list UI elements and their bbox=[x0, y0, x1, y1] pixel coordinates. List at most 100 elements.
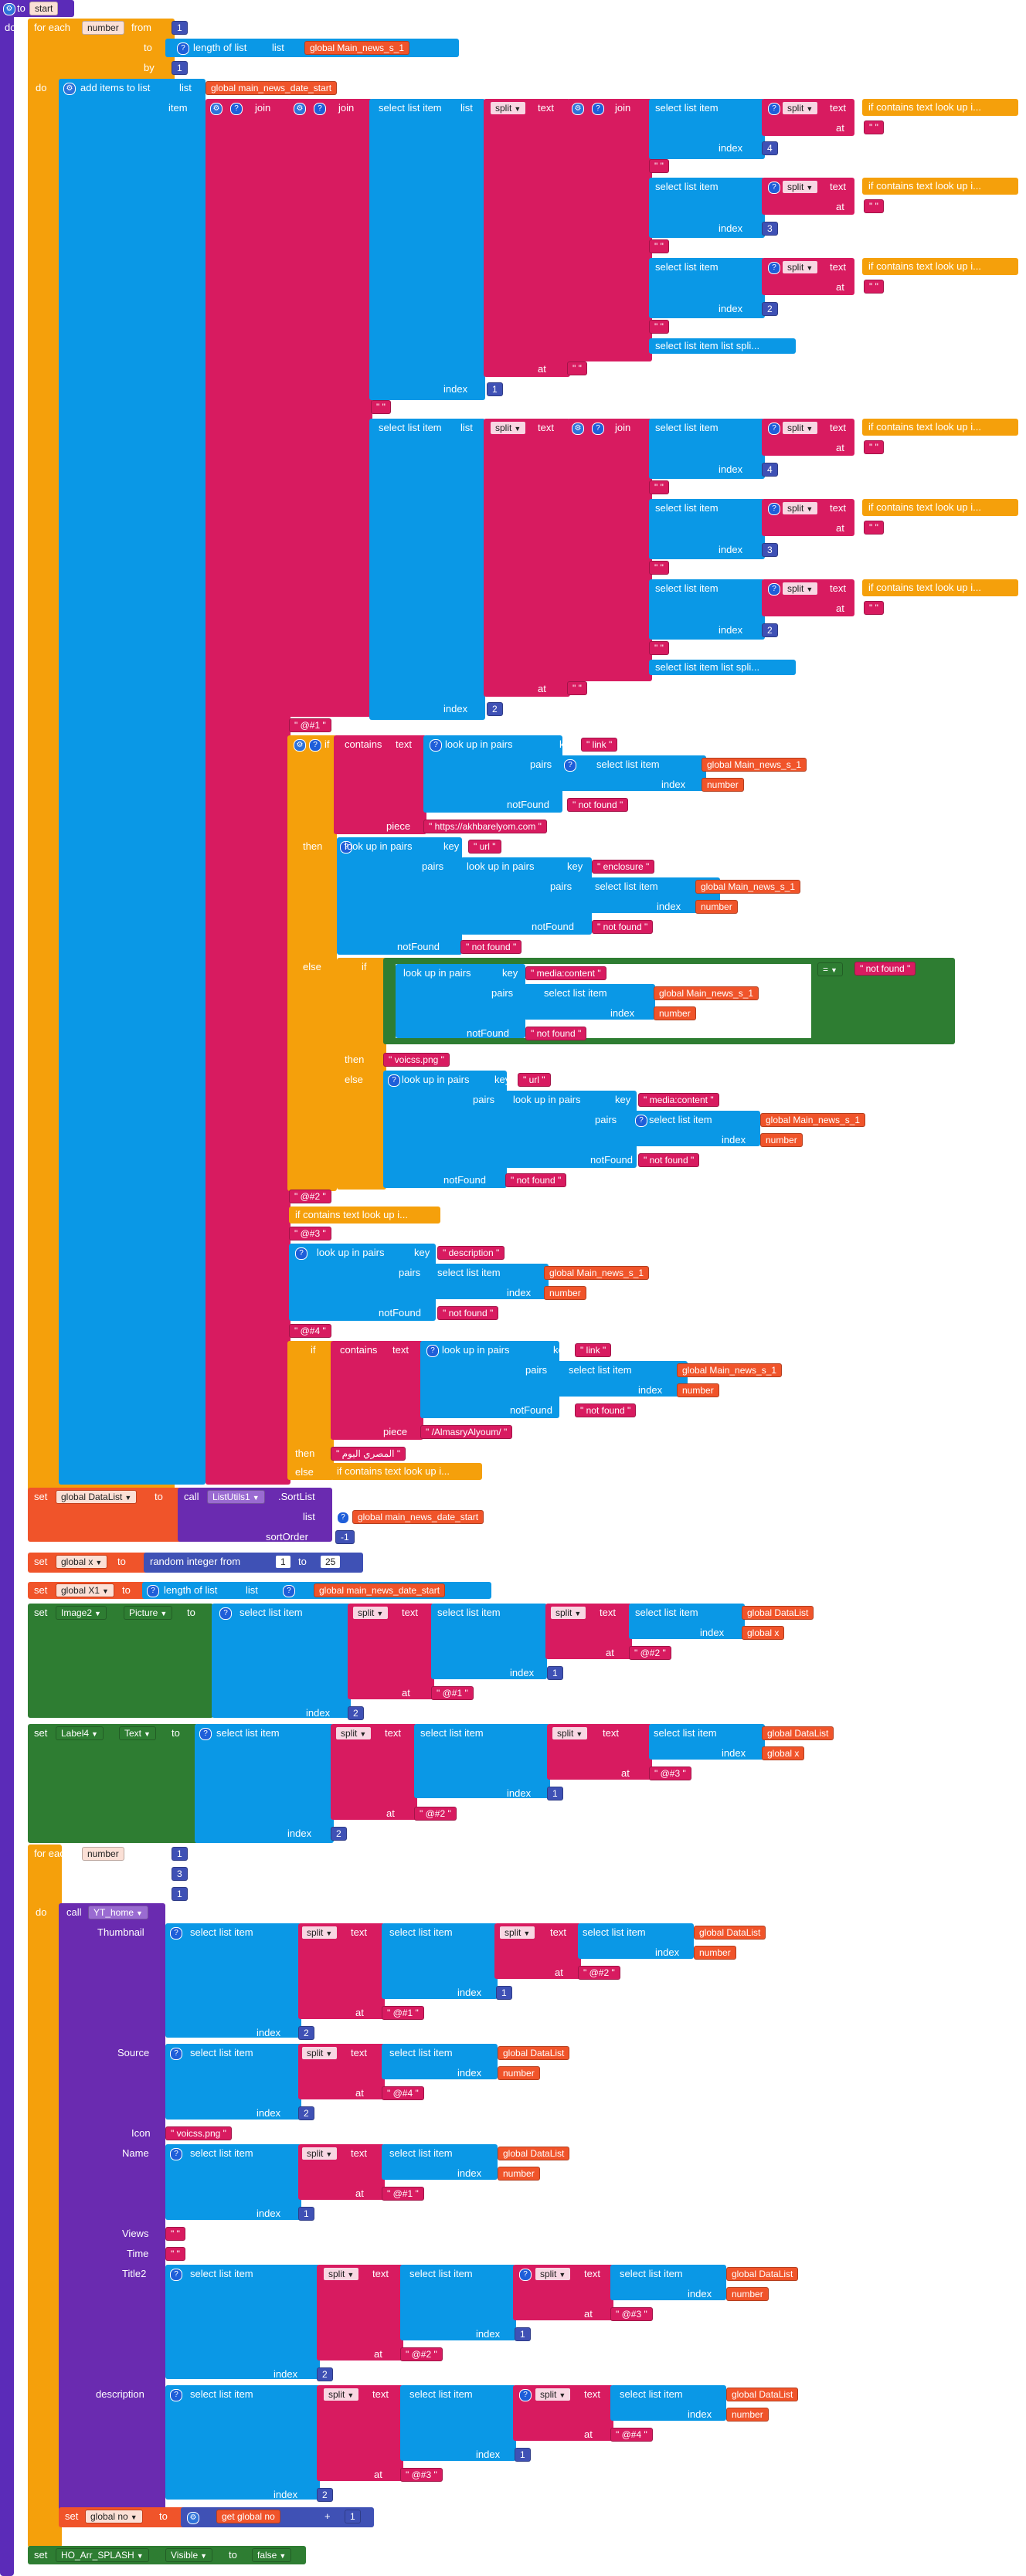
join-split-2-gear-icon[interactable]: ⚙ bbox=[572, 423, 584, 435]
join-string-2c[interactable]: " " bbox=[649, 641, 669, 655]
split-dropdown[interactable]: split ▼ bbox=[490, 101, 527, 115]
select-almasry-block[interactable] bbox=[556, 1361, 688, 1397]
thumbnail-split-dropdown[interactable]: split ▼ bbox=[301, 1926, 338, 1940]
description-split-inner-dropdown[interactable]: split ▼ bbox=[535, 2388, 572, 2401]
lookup-url2-block[interactable] bbox=[383, 1071, 507, 1188]
split-label-dropdown[interactable]: split ▼ bbox=[335, 1726, 372, 1740]
get-number-media2[interactable]: number bbox=[760, 1133, 803, 1147]
title2-index-inner-value[interactable]: 1 bbox=[515, 2327, 531, 2341]
at-label-string[interactable]: " @#2 " bbox=[414, 1807, 457, 1821]
sortlist-help-icon[interactable]: ? bbox=[337, 1512, 349, 1524]
get-x-image[interactable]: global x bbox=[742, 1626, 785, 1640]
lookup-enclosure-block[interactable] bbox=[460, 857, 592, 935]
notfound-string[interactable]: " not found " bbox=[567, 798, 629, 812]
contains-link-block[interactable] bbox=[334, 735, 426, 834]
for-each-2-from-value[interactable]: 1 bbox=[172, 1847, 188, 1861]
time-string[interactable]: " " bbox=[165, 2247, 185, 2261]
if-almasry-block[interactable] bbox=[287, 1341, 334, 1480]
key-url2-string[interactable]: " url " bbox=[518, 1073, 551, 1087]
split-2c-dropdown[interactable]: split ▼ bbox=[782, 582, 819, 596]
title2-get-number[interactable]: number bbox=[726, 2287, 769, 2301]
key-link-string[interactable]: " link " bbox=[581, 738, 618, 752]
title2-at-inner-string[interactable]: " @#3 " bbox=[610, 2307, 653, 2321]
mutator-gear-icon[interactable]: ⚙ bbox=[3, 3, 15, 15]
almasry-arabic-string[interactable]: " المصري اليوم " bbox=[331, 1447, 406, 1461]
description-select-block[interactable] bbox=[165, 2385, 320, 2500]
select-list-item-block-2[interactable] bbox=[369, 419, 485, 720]
title2-get-datalist[interactable]: global DataList bbox=[726, 2267, 799, 2281]
source-datalist[interactable] bbox=[382, 2044, 498, 2079]
split-image-inner-dropdown[interactable]: split ▼ bbox=[550, 1606, 587, 1620]
split-2a-dropdown[interactable]: split ▼ bbox=[782, 421, 819, 435]
get-number-almasry[interactable]: number bbox=[677, 1383, 719, 1397]
at-1c-string[interactable]: " " bbox=[864, 280, 884, 294]
image-component[interactable]: Image2 ▼ bbox=[56, 1606, 107, 1620]
split-image-dropdown[interactable]: split ▼ bbox=[352, 1606, 389, 1620]
at-image-string[interactable]: " @#1 " bbox=[431, 1686, 474, 1700]
lookup-link-block[interactable] bbox=[423, 735, 562, 813]
select-list-item-row-1a[interactable] bbox=[649, 99, 765, 159]
thumbnail-select-inner[interactable] bbox=[382, 1923, 498, 1999]
select-media2-block[interactable] bbox=[629, 1111, 760, 1146]
title2-at-string[interactable]: " @#2 " bbox=[400, 2347, 443, 2361]
join-gear-icon[interactable]: ⚙ bbox=[210, 103, 223, 115]
get-x-label[interactable]: global x bbox=[762, 1746, 805, 1760]
title2-help-icon[interactable]: ? bbox=[170, 2269, 182, 2281]
select-label-block[interactable] bbox=[195, 1724, 334, 1843]
at-1a-string[interactable]: " " bbox=[864, 120, 884, 134]
description-get-number[interactable]: number bbox=[726, 2408, 769, 2422]
source-get-datalist[interactable]: global DataList bbox=[498, 2046, 570, 2060]
at-2-string[interactable]: " " bbox=[567, 681, 587, 695]
add-items-gear-icon[interactable]: ⚙ bbox=[63, 83, 76, 95]
title2-split-dropdown[interactable]: split ▼ bbox=[323, 2267, 360, 2281]
select-list-item-split-2[interactable] bbox=[649, 660, 796, 675]
join-split-help-icon[interactable]: ? bbox=[592, 103, 604, 115]
set-x1-var[interactable]: global X1 ▼ bbox=[56, 1583, 114, 1597]
for-each-var[interactable]: number bbox=[82, 21, 124, 35]
if-media-block[interactable] bbox=[337, 958, 386, 1190]
key-url-string[interactable]: " url " bbox=[468, 840, 501, 854]
lookup-almasry-help-icon[interactable]: ? bbox=[426, 1345, 439, 1357]
get-main-news-pairs[interactable]: global Main_news_s_1 bbox=[702, 758, 807, 772]
title2-index-value[interactable]: 2 bbox=[317, 2367, 333, 2381]
icon-voicss-string[interactable]: " voicss.png " bbox=[165, 2126, 232, 2140]
at-2c-string[interactable]: " " bbox=[864, 601, 884, 615]
sep1-string[interactable]: " @#1 " bbox=[289, 718, 331, 732]
thumbnail-get-datalist[interactable]: global DataList bbox=[694, 1926, 766, 1940]
join-string-2b[interactable]: " " bbox=[649, 561, 669, 575]
lookup-media-block[interactable] bbox=[396, 964, 525, 1038]
key-enclosure-string[interactable]: " enclosure " bbox=[592, 860, 655, 874]
join-split-block-2[interactable] bbox=[567, 419, 652, 681]
splash-component[interactable]: HO_Arr_SPLASH ▼ bbox=[56, 2548, 149, 2562]
source-split-dropdown[interactable]: split ▼ bbox=[301, 2046, 338, 2060]
join-inner-block[interactable] bbox=[287, 99, 372, 717]
split-2a-help-icon[interactable]: ? bbox=[768, 423, 780, 435]
select-description-block[interactable] bbox=[433, 1264, 549, 1299]
description-help-icon[interactable]: ? bbox=[170, 2389, 182, 2401]
join-inner-gear-icon[interactable]: ⚙ bbox=[294, 103, 306, 115]
if-contains-2c[interactable] bbox=[862, 579, 1018, 596]
from-number[interactable]: 1 bbox=[172, 21, 188, 35]
split-block-1[interactable] bbox=[484, 99, 570, 377]
join-split-2-help-icon[interactable]: ? bbox=[592, 423, 604, 435]
select-media-block[interactable] bbox=[524, 984, 655, 1020]
get-main-news-media[interactable]: global Main_news_s_1 bbox=[654, 986, 759, 1000]
at-label-inner-string[interactable]: " @#3 " bbox=[649, 1767, 691, 1780]
index-2a-value[interactable]: 4 bbox=[762, 463, 778, 477]
source-select-block[interactable] bbox=[165, 2044, 301, 2120]
split-2b-dropdown[interactable]: split ▼ bbox=[782, 501, 819, 515]
select-list-item-row-1c[interactable] bbox=[649, 258, 765, 318]
description-index-value[interactable]: 2 bbox=[317, 2488, 333, 2502]
notfound-description-string[interactable]: " not found " bbox=[437, 1306, 499, 1320]
name-split-dropdown[interactable]: split ▼ bbox=[301, 2147, 338, 2160]
name-at-string[interactable]: " @#1 " bbox=[382, 2187, 424, 2201]
description-at-string[interactable]: " @#3 " bbox=[400, 2468, 443, 2482]
call-component[interactable]: ListUtils1 ▼ bbox=[207, 1490, 265, 1504]
name-get-number[interactable]: number bbox=[498, 2167, 540, 2181]
yt-home-method[interactable]: YT_home ▼ bbox=[88, 1906, 148, 1919]
if-contains-else-almasry[interactable] bbox=[331, 1463, 482, 1480]
join-outer-block[interactable] bbox=[206, 99, 290, 1485]
get-main-news-date-start[interactable]: global main_news_date_start bbox=[206, 81, 338, 95]
description-at-inner-string[interactable]: " @#4 " bbox=[610, 2428, 653, 2442]
key-description-string[interactable]: " description " bbox=[437, 1246, 505, 1260]
